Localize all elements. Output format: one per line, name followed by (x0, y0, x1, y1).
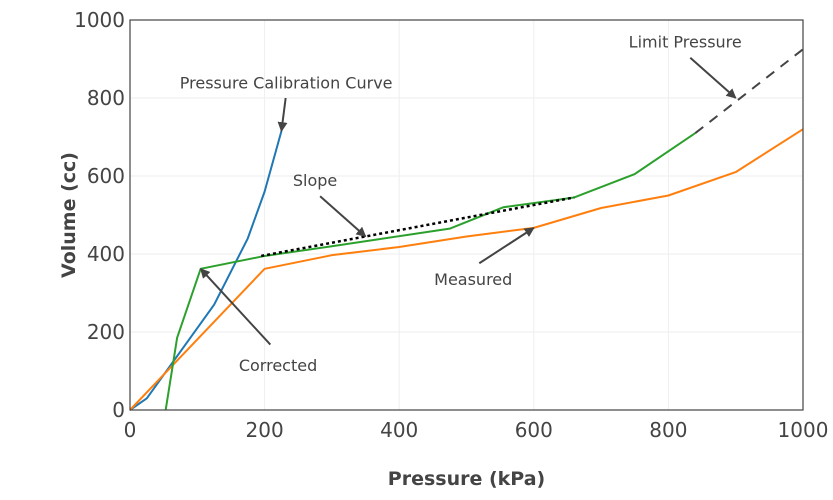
y-tick-label: 600 (87, 164, 125, 188)
annotation-arrow-limit-pressure (689, 57, 737, 99)
x-tick-label: 400 (380, 418, 418, 442)
x-tick-label: 800 (649, 418, 687, 442)
x-tick-label: 0 (124, 418, 137, 442)
x-axis-title: Pressure (kPa) (388, 468, 545, 490)
series-line-measured (129, 128, 804, 411)
x-tick-label: 1000 (778, 418, 829, 442)
y-tick-label: 0 (112, 398, 125, 422)
series-line-slope (261, 196, 575, 258)
y-tick-label: 400 (87, 242, 125, 266)
annotation-limit-pressure: Limit Pressure (629, 32, 742, 51)
annotation-measured: Measured (434, 270, 512, 289)
series-layer (129, 48, 804, 411)
plot-frame (129, 19, 804, 411)
x-tick-label: 600 (515, 418, 553, 442)
annotation-layer: Pressure Calibration Curve Slope Measured C… (180, 32, 742, 375)
y-axis-title: Volume (cc) (58, 152, 80, 278)
y-tick-label: 800 (87, 86, 125, 110)
series-line-pressure-calibration-curve (129, 130, 283, 411)
annotation-pressure-calibration-curve: Pressure Calibration Curve (180, 73, 393, 92)
annotation-arrow-pressure-calibration-curve (277, 97, 288, 133)
annotation-arrow-corrected (199, 268, 272, 346)
annotation-slope: Slope (293, 171, 337, 190)
annotation-corrected: Corrected (239, 356, 317, 375)
annotation-arrow-measured (478, 227, 535, 265)
annotation-arrow-slope (319, 195, 367, 238)
series-line-corrected (164, 132, 696, 411)
y-tick-label: 1000 (74, 8, 125, 32)
y-tick-label: 200 (87, 320, 125, 344)
tick-layer: 0 200 400 600 800 1000 0 200 400 600 800 1000 (74, 8, 828, 442)
x-tick-label: 200 (246, 418, 284, 442)
series-line-limit-pressure (694, 48, 804, 134)
